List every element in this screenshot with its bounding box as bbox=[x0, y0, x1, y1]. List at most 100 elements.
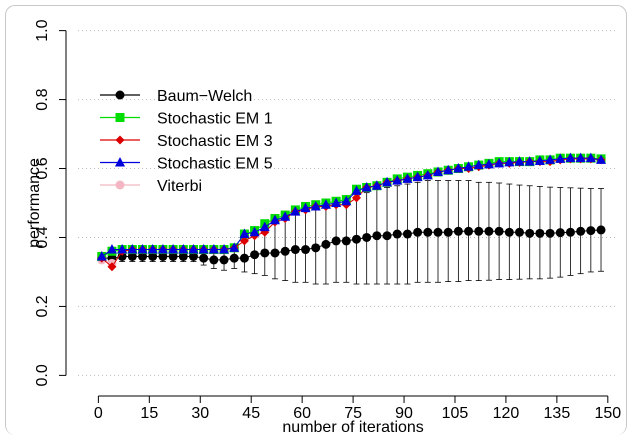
stochastic-em-5-point bbox=[382, 176, 393, 187]
stochastic-em-5-point bbox=[361, 181, 372, 192]
legend-marker-stochastic-em-3 bbox=[115, 135, 125, 145]
baum-welch-point bbox=[290, 245, 300, 255]
baum-welch-point bbox=[168, 251, 178, 261]
stochastic-em-5-point bbox=[198, 244, 209, 254]
stochastic-em-5-point bbox=[555, 153, 566, 163]
baum-welch-point bbox=[127, 251, 137, 261]
legend-label-stochastic-em-1: Stochastic EM 1 bbox=[157, 111, 273, 128]
baum-welch-point bbox=[321, 239, 331, 249]
baum-welch-point bbox=[423, 227, 433, 237]
legend-label-viterbi: Viterbi bbox=[157, 178, 202, 195]
legend-label-stochastic-em-3: Stochastic EM 3 bbox=[157, 133, 273, 150]
stochastic-em-5-point bbox=[219, 244, 230, 254]
baum-welch-point bbox=[148, 251, 158, 261]
stochastic-em-5-point bbox=[545, 154, 556, 164]
y-axis-label: performance bbox=[26, 158, 43, 248]
baum-welch-point bbox=[565, 227, 575, 237]
stochastic-em-3-point bbox=[107, 262, 117, 272]
stochastic-em-5-point bbox=[320, 199, 331, 209]
stochastic-em-5-point bbox=[188, 244, 199, 254]
legend: Baum−Welch Stochastic EM 1 Stochastic EM 3… bbox=[100, 88, 273, 195]
x-tick-label: 30 bbox=[191, 405, 209, 422]
legend-label-stochastic-em-5: Stochastic EM 5 bbox=[157, 156, 273, 173]
x-tick-label: 15 bbox=[140, 405, 158, 422]
stochastic-em-5-point bbox=[473, 159, 484, 170]
y-tick-label: 0.2 bbox=[34, 295, 51, 317]
baum-welch-point bbox=[341, 236, 351, 246]
stochastic-em-5-point bbox=[412, 171, 423, 182]
x-tick-label: 150 bbox=[594, 405, 621, 422]
stochastic-em-5-point bbox=[290, 206, 301, 216]
legend-label-baum-welch: Baum−Welch bbox=[157, 88, 252, 105]
legend-marker-stochastic-em-5 bbox=[115, 157, 125, 167]
baum-welch-point bbox=[158, 251, 168, 261]
baum-welch-point bbox=[219, 255, 229, 265]
baum-welch-point bbox=[239, 253, 249, 263]
x-tick-label: 75 bbox=[344, 405, 362, 422]
stochastic-em-5-point bbox=[168, 244, 179, 254]
x-tick-label: 45 bbox=[242, 405, 260, 422]
baum-welch-point bbox=[515, 227, 525, 237]
baum-welch-point bbox=[270, 248, 280, 258]
baum-welch-point bbox=[402, 229, 412, 239]
baum-welch-point bbox=[392, 229, 402, 239]
stochastic-em-5-point bbox=[443, 164, 454, 175]
baum-welch-point bbox=[494, 226, 504, 236]
baum-welch-point bbox=[372, 231, 382, 241]
stochastic-em-5-point bbox=[524, 156, 535, 166]
stochastic-em-5-point bbox=[341, 195, 352, 206]
baum-welch-point bbox=[443, 227, 453, 237]
x-tick-label: 0 bbox=[94, 405, 103, 422]
baum-welch-point bbox=[464, 226, 474, 236]
baum-welch-point bbox=[586, 226, 596, 236]
stochastic-em-5-point bbox=[300, 202, 311, 213]
baum-welch-point bbox=[596, 225, 606, 235]
axes: 0 15 30 45 60 75 90 105 120 135 150 0.0 0.2 0.4 0.6 0.8… bbox=[34, 19, 621, 422]
stochastic-em-5-point bbox=[351, 185, 362, 195]
baum-welch-point bbox=[301, 245, 311, 255]
x-axis-label: number of iterations bbox=[282, 419, 423, 435]
baum-welch-point bbox=[525, 228, 535, 238]
plot-frame bbox=[5, 5, 627, 435]
stochastic-em-5-point bbox=[534, 155, 545, 165]
stochastic-em-5-point bbox=[310, 200, 321, 211]
x-tick-label: 90 bbox=[395, 405, 413, 422]
stochastic-em-5-point bbox=[106, 244, 117, 254]
stochastic-em-5-point bbox=[422, 169, 433, 180]
baum-welch-point bbox=[474, 226, 484, 236]
baum-welch-point bbox=[331, 236, 341, 246]
stochastic-em-5-point bbox=[249, 226, 260, 237]
baum-welch-point bbox=[545, 228, 555, 238]
baum-welch-point bbox=[576, 226, 586, 236]
stochastic-em-3-point bbox=[239, 236, 249, 246]
baum-welch-point bbox=[280, 246, 290, 256]
baum-welch-point bbox=[535, 228, 545, 238]
baum-welch-point bbox=[413, 227, 423, 237]
stochastic-em-5-point bbox=[433, 166, 443, 176]
x-tick-label: 105 bbox=[442, 405, 469, 422]
stochastic-em-5-point bbox=[127, 244, 138, 254]
baum-welch-point bbox=[504, 227, 514, 237]
legend-marker-stochastic-em-1 bbox=[115, 113, 125, 122]
stochastic-em-5-point bbox=[463, 161, 474, 171]
baum-welch-point bbox=[433, 227, 443, 237]
y-tick-label: 0.6 bbox=[34, 157, 51, 179]
baum-welch-point bbox=[382, 231, 392, 241]
stochastic-em-5-point bbox=[96, 250, 107, 261]
stochastic-em-5-point bbox=[565, 152, 576, 163]
stochastic-em-5-point bbox=[392, 175, 403, 185]
stochastic-em-5-point bbox=[371, 180, 382, 190]
baum-welch-point bbox=[199, 253, 209, 263]
stochastic-em-5-point bbox=[504, 156, 515, 167]
baum-welch-point bbox=[260, 248, 270, 258]
y-tick-label: 1.0 bbox=[34, 19, 51, 41]
x-tick-label: 120 bbox=[493, 405, 520, 422]
stochastic-em-5-point bbox=[117, 244, 128, 254]
baum-welch-point bbox=[188, 251, 198, 261]
baum-welch-point bbox=[484, 226, 494, 236]
stochastic-em-5-point bbox=[269, 214, 280, 225]
x-tick-label: 60 bbox=[293, 405, 311, 422]
baum-welch-point bbox=[311, 243, 321, 253]
baum-welch-point bbox=[351, 234, 361, 244]
